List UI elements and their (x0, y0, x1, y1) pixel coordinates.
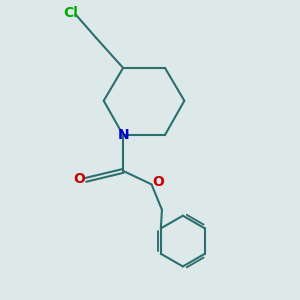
Text: O: O (73, 172, 85, 186)
Text: Cl: Cl (63, 6, 78, 20)
Text: O: O (152, 175, 164, 189)
Text: N: N (117, 128, 129, 142)
